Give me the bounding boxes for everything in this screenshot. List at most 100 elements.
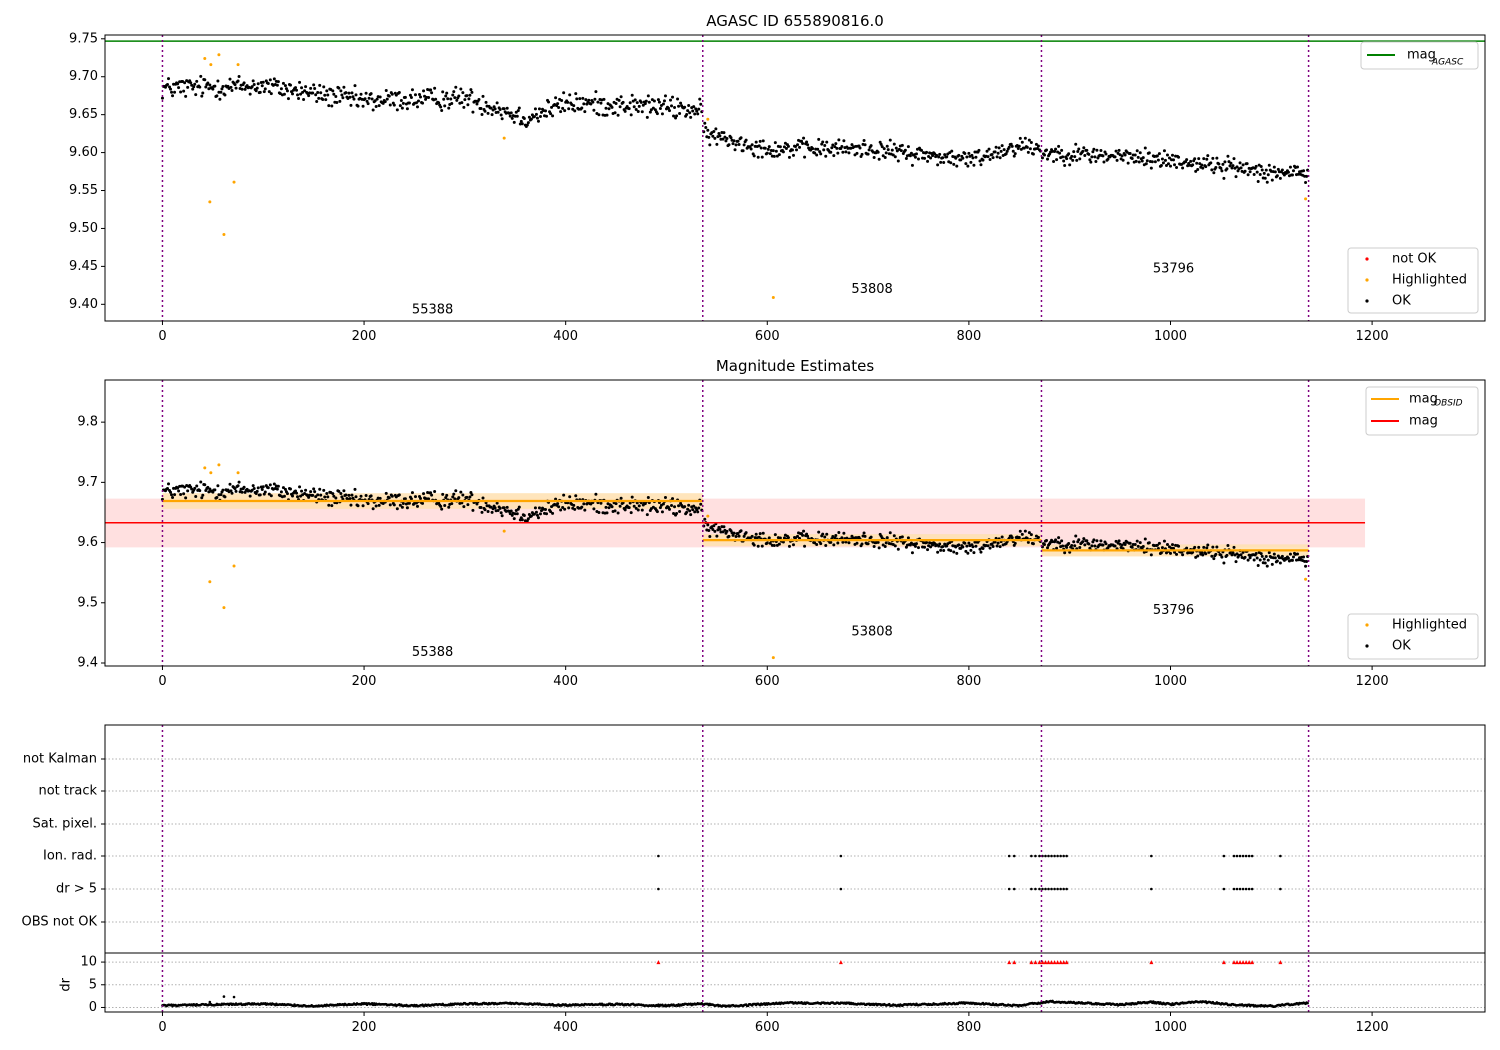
ok-point: [1101, 154, 1105, 158]
x-tick-label: 400: [553, 329, 578, 344]
ok-point: [964, 549, 968, 553]
ok-point: [439, 105, 443, 109]
ok-point: [1012, 154, 1016, 158]
flag-point: [1244, 887, 1248, 891]
ok-point: [193, 486, 197, 490]
ok-point: [451, 495, 455, 499]
ok-point: [500, 514, 504, 518]
ok-point: [1232, 545, 1236, 549]
ok-point: [939, 160, 943, 164]
ok-point: [303, 89, 307, 93]
ok-point: [661, 102, 665, 106]
ok-point: [813, 541, 817, 545]
ok-point: [1023, 136, 1027, 140]
ok-point: [1196, 168, 1200, 172]
ok-point: [322, 85, 326, 89]
ok-point: [813, 151, 817, 155]
ok-point: [589, 102, 593, 106]
ok-point: [1099, 149, 1103, 153]
ok-point: [1028, 147, 1032, 151]
ok-point: [644, 99, 648, 103]
x-tick-label: 200: [352, 674, 377, 689]
ok-point: [1020, 140, 1024, 144]
ok-point: [882, 147, 886, 151]
ok-point: [1177, 155, 1181, 159]
ok-point: [509, 111, 513, 115]
ok-point: [366, 502, 370, 506]
ok-point: [1204, 552, 1208, 556]
ok-point: [929, 545, 933, 549]
ok-point: [228, 77, 232, 81]
ok-point: [627, 506, 631, 510]
ok-point: [593, 97, 597, 101]
ok-point: [515, 512, 519, 516]
ok-point: [443, 503, 447, 507]
ok-point: [339, 89, 343, 93]
ok-point: [444, 94, 448, 98]
ok-point: [594, 90, 598, 94]
ok-point: [718, 134, 722, 138]
ok-point: [324, 98, 328, 102]
ok-point: [661, 502, 665, 506]
flag-point: [1222, 887, 1226, 891]
ok-point: [862, 138, 866, 142]
ok-point: [285, 492, 289, 496]
ok-point: [387, 496, 391, 500]
ok-point: [276, 484, 280, 488]
ok-point: [998, 156, 1002, 160]
ok-point: [714, 127, 718, 131]
ok-point: [637, 504, 641, 508]
ok-point: [698, 97, 702, 101]
ok-point: [561, 505, 565, 509]
ok-point: [233, 83, 237, 87]
ok-point: [314, 93, 318, 97]
dr-clipped-marker: [1064, 960, 1069, 965]
ok-point: [1305, 174, 1309, 178]
ok-point: [833, 145, 837, 149]
ok-point: [294, 86, 298, 90]
ok-point: [1195, 161, 1199, 165]
ok-point: [313, 490, 317, 494]
ok-point: [165, 83, 169, 87]
ok-point: [734, 143, 738, 147]
flag-point: [1041, 887, 1044, 891]
ok-point: [596, 100, 600, 104]
ok-point: [200, 496, 204, 500]
ok-point: [184, 496, 188, 500]
ok-point: [1267, 551, 1271, 555]
ok-point: [341, 497, 345, 501]
ok-point: [510, 116, 514, 120]
ok-point: [1087, 542, 1091, 546]
ok-point: [591, 100, 595, 104]
ok-point: [397, 90, 401, 94]
ok-point: [613, 509, 617, 513]
ok-point: [610, 105, 614, 109]
ok-point: [619, 496, 623, 500]
ok-point: [509, 509, 513, 513]
ok-point: [533, 506, 537, 510]
ok-point: [183, 485, 187, 489]
ok-point: [457, 94, 461, 98]
ok-point: [1185, 158, 1189, 162]
ok-point: [1296, 552, 1300, 556]
ok-point: [718, 527, 722, 531]
ok-point: [712, 129, 716, 133]
ok-point: [823, 535, 827, 539]
ok-point: [691, 508, 695, 512]
ok-point: [842, 139, 846, 143]
ok-point: [454, 85, 458, 89]
ok-point: [913, 544, 917, 548]
ok-point: [466, 503, 470, 507]
ok-point: [258, 90, 262, 94]
ok-point: [563, 507, 567, 511]
ok-point: [744, 138, 748, 142]
ok-point: [290, 92, 294, 96]
ok-point: [637, 104, 641, 108]
ok-point: [461, 493, 465, 497]
ok-point: [283, 84, 287, 88]
x-tick-label: 800: [956, 674, 981, 689]
ok-point: [1167, 156, 1171, 160]
ok-point: [763, 146, 767, 150]
flag-row-label: not track: [38, 784, 97, 799]
